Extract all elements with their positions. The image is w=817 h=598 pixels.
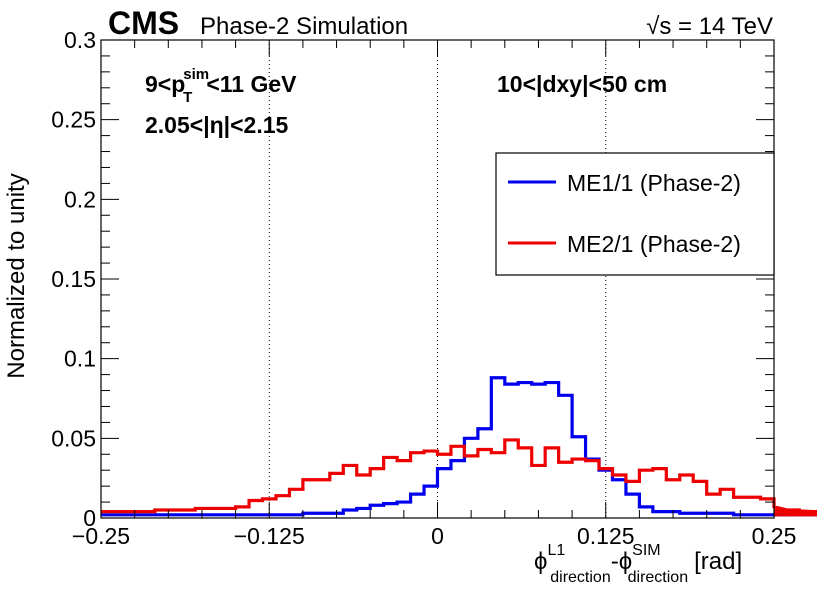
subtitle-label: Phase-2 Simulation [200,13,408,40]
x-tick-label: 0 [431,523,444,549]
legend-label-me21: ME2/1 (Phase-2) [567,231,741,257]
y-tick-label: 0.3 [64,27,96,53]
x-axis-title: ϕL1 direction-ϕSIM direction [rad] [534,542,742,586]
y-tick-label: 0.25 [51,107,96,133]
x-title-unit: [rad] [694,548,742,575]
x-title-mid: -ϕ [611,548,632,575]
x-tick-label: 0.25 [752,523,797,549]
x-title-sub1: direction [550,569,610,586]
x-tick-label: −0.25 [72,523,130,549]
x-title-sub2: direction [628,569,688,586]
y-tick-label: 0.05 [51,425,96,451]
experiment-label: CMS [108,5,179,41]
y-tick-label: 0.1 [64,346,96,372]
pt-sup: sim [183,66,209,83]
legend: ME1/1 (Phase-2) ME2/1 (Phase-2) [495,152,775,276]
x-title-sup1: L1 [547,542,565,559]
y-tick-labels: 0 0.05 0.1 0.15 0.2 0.25 0.3 [51,27,96,531]
y-tick-label: 0.15 [51,266,96,292]
series-line-me21 [101,438,817,517]
x-title-sup2: SIM [632,542,660,559]
y-tick-label: 0 [83,505,96,531]
pt-annotation: 9<psim T <11 GeV [145,66,297,106]
y-axis-title: Normalized to unity [3,173,30,378]
axis-ticks [100,39,775,519]
pt-sub: T [183,89,192,106]
legend-label-me11: ME1/1 (Phase-2) [567,170,741,196]
x-tick-labels: −0.25 −0.125 0 0.125 0.25 [72,523,796,549]
pt-suffix: <11 GeV [206,71,297,97]
eta-annotation: 2.05<|η|<2.15 [145,112,289,138]
energy-label: √s = 14 TeV [646,13,773,40]
x-tick-label: 0.125 [577,523,635,549]
pt-prefix: 9<p [145,71,185,97]
x-title-phi1: ϕ [534,548,547,575]
y-tick-label: 0.2 [64,186,96,212]
series-layer [101,376,817,517]
legend-box [495,152,775,276]
dxy-annotation: 10<|dxy|<50 cm [497,71,667,97]
x-tick-label: −0.125 [234,523,305,549]
